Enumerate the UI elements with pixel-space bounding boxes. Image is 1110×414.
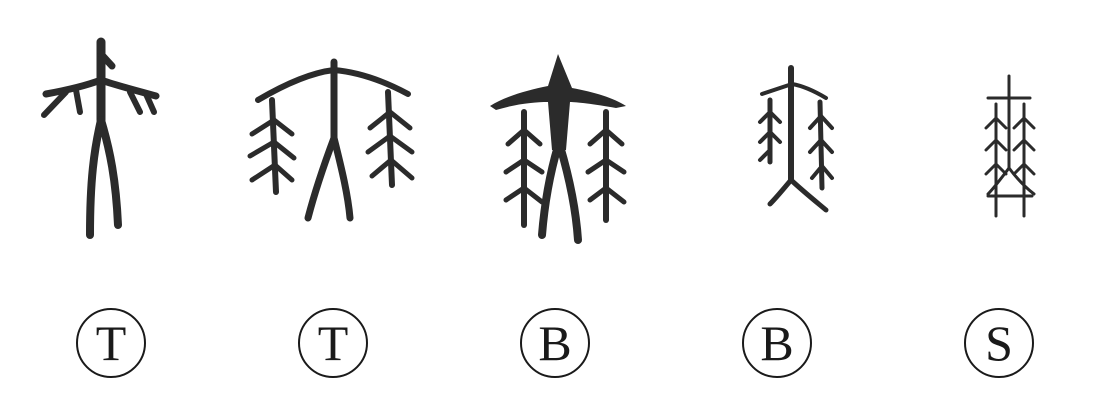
script-glyph-4 [666,20,888,260]
glyph-panel-2: T [222,0,444,414]
label-circle-1: T [76,308,146,378]
label-circle-3: B [520,308,590,378]
glyph-panel-5: S [888,0,1110,414]
script-glyph-3 [444,20,666,260]
glyph-panel-1: T [0,0,222,414]
label-circle-2: T [298,308,368,378]
label-circle-4: B [742,308,812,378]
script-glyph-2 [222,20,444,260]
script-glyph-5 [888,20,1110,260]
glyph-panel-3: B [444,0,666,414]
glyph-panel-4: B [666,0,888,414]
label-circle-5: S [964,308,1034,378]
script-glyph-1 [0,20,222,260]
